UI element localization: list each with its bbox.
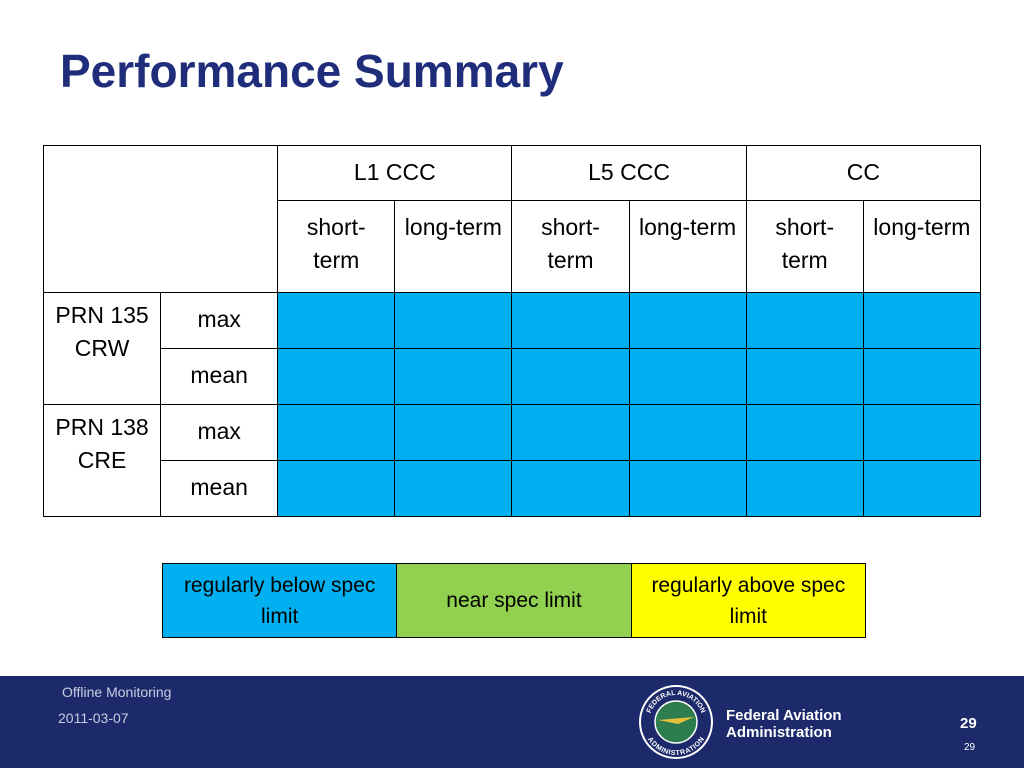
legend-item: regularly below spec limit: [161, 563, 398, 638]
row-group-label: PRN 138 CRE: [42, 404, 162, 517]
status-cell: [745, 460, 864, 517]
status-cell: [745, 348, 864, 405]
status-cell: [511, 292, 630, 349]
data-row: PRN 138 CRE max: [42, 404, 982, 517]
status-cell: [277, 348, 396, 405]
sub-header-row: short-term long-term short-term long-term sh…: [44, 200, 982, 293]
sub-header: short-term: [745, 200, 864, 293]
status-cell: [277, 292, 396, 349]
page-number: 29: [960, 715, 977, 732]
seal-wings: [658, 717, 694, 724]
sub-header: short-term: [277, 200, 396, 293]
sub-header: short-term: [511, 200, 630, 293]
legend-table: regularly below spec limit near spec limi…: [161, 563, 867, 638]
summary-table: L1 CCC L5 CCC CC short-term long-term short-t…: [42, 145, 982, 517]
corner-cell: [42, 145, 279, 293]
group-header: L5 CCC: [511, 145, 747, 201]
status-cell: [394, 348, 513, 405]
status-cell: [862, 348, 982, 405]
faa-seal: FEDERAL AVIATION ADMINISTRATION: [639, 685, 713, 759]
status-cell: [394, 460, 513, 517]
status-cell: [745, 404, 864, 461]
status-cell: [862, 404, 982, 461]
status-cell: [277, 460, 396, 517]
sub-header: long-term: [862, 200, 982, 293]
status-cell: [628, 348, 747, 405]
status-cell: [628, 460, 747, 517]
status-cell: [277, 404, 396, 461]
page-number-small: 29: [964, 742, 976, 753]
legend-item: regularly above spec limit: [630, 563, 867, 638]
legend-item: near spec limit: [396, 563, 632, 638]
status-cell: [394, 404, 513, 461]
group-header: L1 CCC: [277, 145, 513, 201]
row-label: mean: [160, 348, 279, 405]
data-row: mean: [44, 348, 982, 405]
footer: Offline Monitoring 2011-03-07 FEDERAL AV…: [0, 676, 1024, 768]
row-group-label: PRN 135 CRW: [42, 292, 162, 405]
sub-header: long-term: [394, 200, 513, 293]
group-header-row: L1 CCC L5 CCC CC: [42, 145, 982, 293]
slide-title: Performance Summary: [60, 45, 564, 97]
footer-date: 2011-03-07: [58, 710, 129, 726]
status-cell: [628, 404, 747, 461]
status-cell: [628, 292, 747, 349]
status-cell: [511, 460, 630, 517]
sub-header: long-term: [628, 200, 747, 293]
group-header: CC: [745, 145, 982, 201]
status-cell: [394, 292, 513, 349]
data-row: PRN 135 CRW max: [42, 292, 982, 405]
status-cell: [862, 460, 982, 517]
status-cell: [745, 292, 864, 349]
data-row: mean: [44, 460, 982, 517]
row-label: mean: [160, 460, 279, 517]
status-cell: [862, 292, 982, 349]
row-label: max: [160, 292, 279, 349]
agency-name: Federal Aviation Administration: [726, 707, 842, 741]
legend-row: regularly below spec limit near spec limi…: [161, 563, 867, 638]
footer-topic: Offline Monitoring: [62, 684, 172, 700]
row-label: max: [160, 404, 279, 461]
status-cell: [511, 404, 630, 461]
status-cell: [511, 348, 630, 405]
